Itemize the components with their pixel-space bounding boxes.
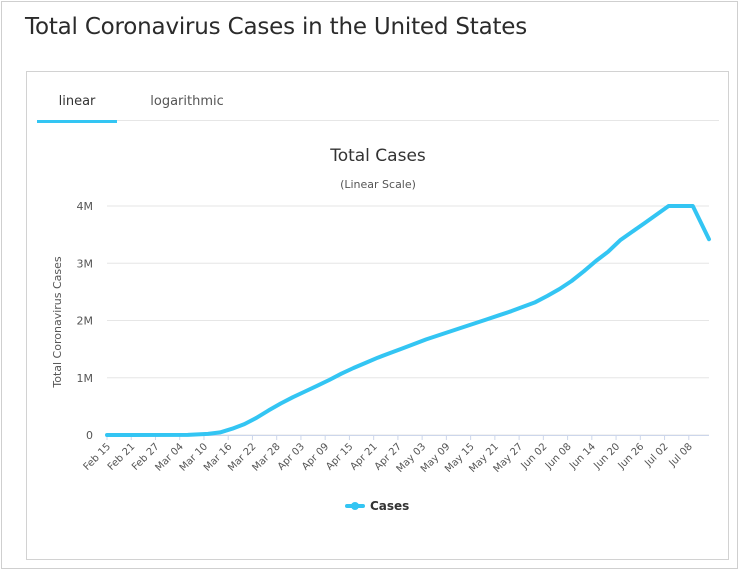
x-tick-label: Jul 08 xyxy=(667,441,695,469)
chart-panel: linear logarithmic Total Cases (Linear S… xyxy=(26,71,729,560)
active-tab-indicator xyxy=(37,120,117,123)
line-chart: Total Cases (Linear Scale) Total Coronav… xyxy=(51,146,711,513)
y-tick-label: 4M xyxy=(77,200,94,213)
x-tick-label: Jul 02 xyxy=(642,441,670,469)
legend-marker-cases xyxy=(351,502,359,510)
chart-subtitle: (Linear Scale) xyxy=(340,178,416,191)
legend-label-cases: Cases xyxy=(370,499,409,513)
tab-linear-label: linear xyxy=(58,94,96,109)
y-axis-ticks: 0 1M 2M 3M 4M xyxy=(77,200,94,442)
tab-logarithmic[interactable]: logarithmic xyxy=(137,72,237,121)
series-layer xyxy=(105,204,711,437)
tab-logarithmic-label: logarithmic xyxy=(150,94,224,109)
chart-title: Total Cases xyxy=(329,146,426,166)
y-tick-label: 0 xyxy=(86,429,93,442)
x-tick-label: Jun 26 xyxy=(616,441,647,472)
y-axis-label: Total Coronavirus Cases xyxy=(51,256,64,389)
x-tick-label: Jun 14 xyxy=(567,441,598,472)
page-title: Total Coronavirus Cases in the United St… xyxy=(25,14,528,40)
x-tick-label: Jun 08 xyxy=(543,441,574,472)
scale-tabs: linear logarithmic xyxy=(37,72,719,123)
x-tick-label: Jun 02 xyxy=(519,441,550,472)
y-tick-label: 3M xyxy=(77,257,94,270)
tab-linear[interactable]: linear xyxy=(37,72,117,123)
y-tick-label: 1M xyxy=(77,372,94,385)
series-line-cases[interactable] xyxy=(105,204,711,437)
legend[interactable]: Cases xyxy=(345,499,409,513)
y-tick-label: 2M xyxy=(77,315,94,328)
x-tick-label: Jun 20 xyxy=(591,441,622,472)
